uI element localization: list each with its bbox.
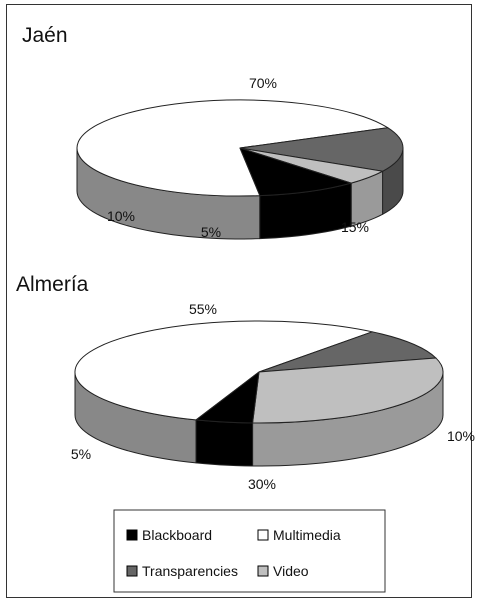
slice-transparencies-0	[239, 127, 404, 172]
label-almeria-multimedia: 55%	[189, 301, 217, 317]
chart-title-jaen: Jaén	[22, 24, 68, 47]
slice-transparencies-1	[258, 331, 437, 373]
slice-multimedia-0	[76, 99, 389, 197]
legend-label-video: Video	[273, 563, 309, 579]
label-almeria-transparencies: 10%	[447, 428, 475, 444]
figure-frame	[6, 4, 472, 598]
legend-box	[113, 509, 386, 593]
slice-blackboard-1	[195, 371, 260, 424]
legend: Blackboard Multimedia Transparencies Vid…	[113, 509, 386, 593]
slice-video-1	[252, 357, 444, 424]
label-jaen-video: 5%	[201, 224, 221, 240]
pie-jaen	[76, 99, 404, 240]
legend-label-blackboard: Blackboard	[142, 527, 212, 543]
slice-multimedia-1	[74, 320, 373, 421]
chart-title-almeria: Almería	[16, 273, 89, 296]
label-almeria-video: 30%	[248, 476, 276, 492]
legend-swatch-transparencies	[126, 565, 138, 577]
label-jaen-multimedia: 70%	[249, 75, 277, 91]
label-jaen-blackboard: 10%	[107, 208, 135, 224]
legend-swatch-blackboard	[126, 529, 138, 541]
side-blackboard-1	[195, 419, 254, 467]
slice-blackboard-0	[239, 147, 352, 197]
label-almeria-blackboard: 5%	[71, 446, 91, 462]
pie-almeria	[74, 320, 444, 467]
legend-swatch-multimedia	[257, 529, 269, 541]
legend-label-transparencies: Transparencies	[142, 563, 238, 579]
legend-label-multimedia: Multimedia	[273, 527, 341, 543]
legend-swatch-video	[257, 565, 269, 577]
label-jaen-transparencies: 15%	[341, 219, 369, 235]
